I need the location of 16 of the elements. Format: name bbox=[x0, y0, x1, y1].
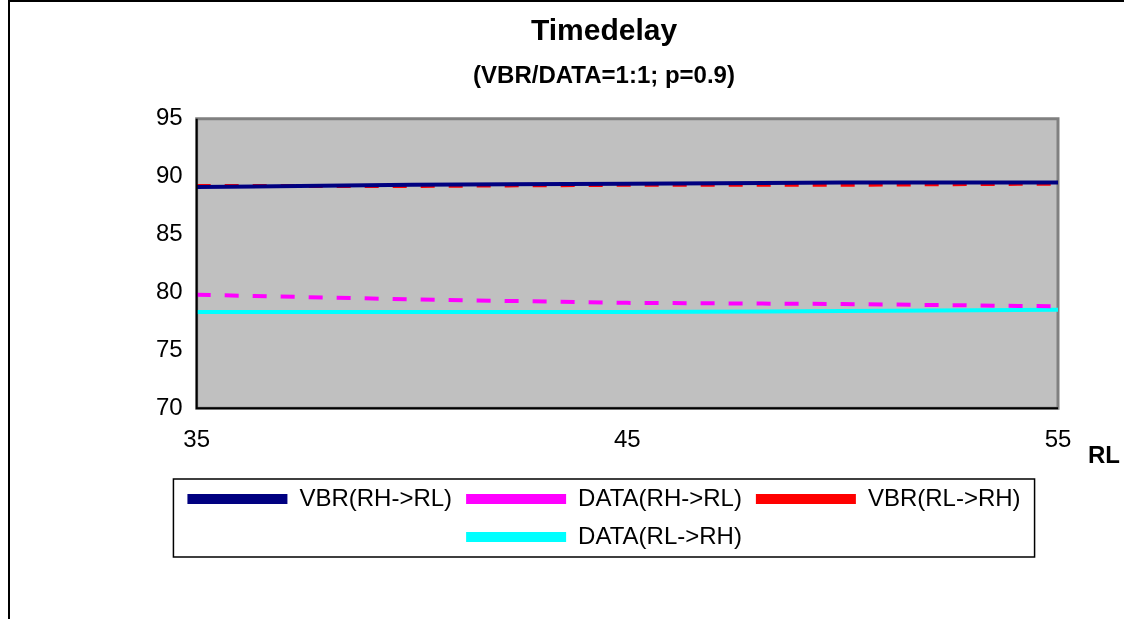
y-tick-label: 90 bbox=[155, 161, 183, 189]
x-tick-label: 45 bbox=[614, 425, 641, 453]
y-tick-label: 95 bbox=[155, 103, 183, 131]
y-tick-label: 85 bbox=[155, 219, 183, 247]
y-tick-label: 70 bbox=[155, 392, 183, 420]
chart-title: Timedelay bbox=[530, 13, 678, 47]
x-tick-label: 55 bbox=[1044, 425, 1072, 453]
legend-label: DATA(RL->RH) bbox=[578, 521, 742, 549]
x-tick-label: 35 bbox=[183, 425, 211, 453]
y-tick-label: 80 bbox=[155, 277, 183, 305]
y-tick-label: 75 bbox=[155, 334, 183, 362]
legend-label: VBR(RH->RL) bbox=[299, 483, 453, 511]
x-axis-title: RL bbox=[1088, 440, 1120, 468]
legend-label: VBR(RL->RH) bbox=[867, 483, 1021, 511]
chart-subtitle: (VBR/DATA=1:1; p=0.9) bbox=[473, 61, 735, 89]
legend-label: DATA(RH->RL) bbox=[578, 483, 742, 511]
